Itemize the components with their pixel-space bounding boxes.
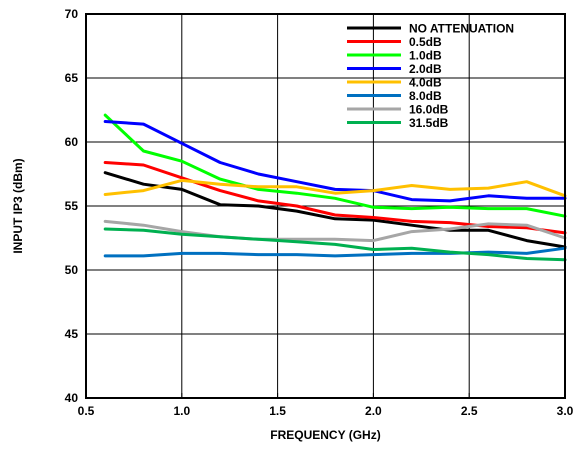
legend-label-0: NO ATTENUATION — [409, 22, 514, 36]
y-axis-title: INPUT IP3 (dBm) — [11, 158, 25, 253]
legend-label-6: 16.0dB — [409, 103, 449, 117]
tick-marks — [85, 13, 566, 399]
series-line-5 — [103, 246, 567, 258]
x-tick-label: 3.0 — [557, 404, 574, 418]
x-tick-labels: 0.5 1.0 1.5 2.0 2.5 3.0 — [78, 404, 574, 418]
x-axis-title: FREQUENCY (GHz) — [270, 428, 380, 442]
series-line-3 — [103, 120, 567, 203]
x-tick-label: 1.0 — [173, 404, 190, 418]
y-tick-label: 40 — [65, 391, 79, 405]
series-line-4 — [103, 178, 567, 198]
legend-label-4: 4.0dB — [409, 76, 442, 90]
legend: NO ATTENUATION0.5dB1.0dB2.0dB4.0dB8.0dB1… — [347, 22, 514, 130]
grid-lines — [86, 14, 565, 398]
series-line-0 — [103, 171, 567, 249]
legend-label-3: 2.0dB — [409, 62, 442, 76]
y-tick-labels: 40 45 50 55 60 65 70 — [65, 7, 79, 405]
series-lines — [103, 113, 567, 262]
legend-label-2: 1.0dB — [409, 49, 442, 63]
legend-label-7: 31.5dB — [409, 116, 449, 130]
series-line-2 — [103, 113, 567, 218]
series-line-6 — [103, 219, 567, 243]
x-tick-label: 1.5 — [269, 404, 286, 418]
x-tick-label: 0.5 — [78, 404, 95, 418]
y-tick-label: 45 — [65, 327, 79, 341]
series-line-7 — [103, 227, 567, 262]
y-tick-label: 60 — [65, 135, 79, 149]
legend-label-1: 0.5dB — [409, 35, 442, 49]
y-tick-label: 50 — [65, 263, 79, 277]
y-tick-label: 70 — [65, 7, 79, 21]
legend-label-5: 8.0dB — [409, 89, 442, 103]
x-tick-label: 2.5 — [461, 404, 478, 418]
y-tick-label: 65 — [65, 71, 79, 85]
y-tick-label: 55 — [65, 199, 79, 213]
x-tick-label: 2.0 — [365, 404, 382, 418]
series-line-1 — [103, 161, 567, 235]
